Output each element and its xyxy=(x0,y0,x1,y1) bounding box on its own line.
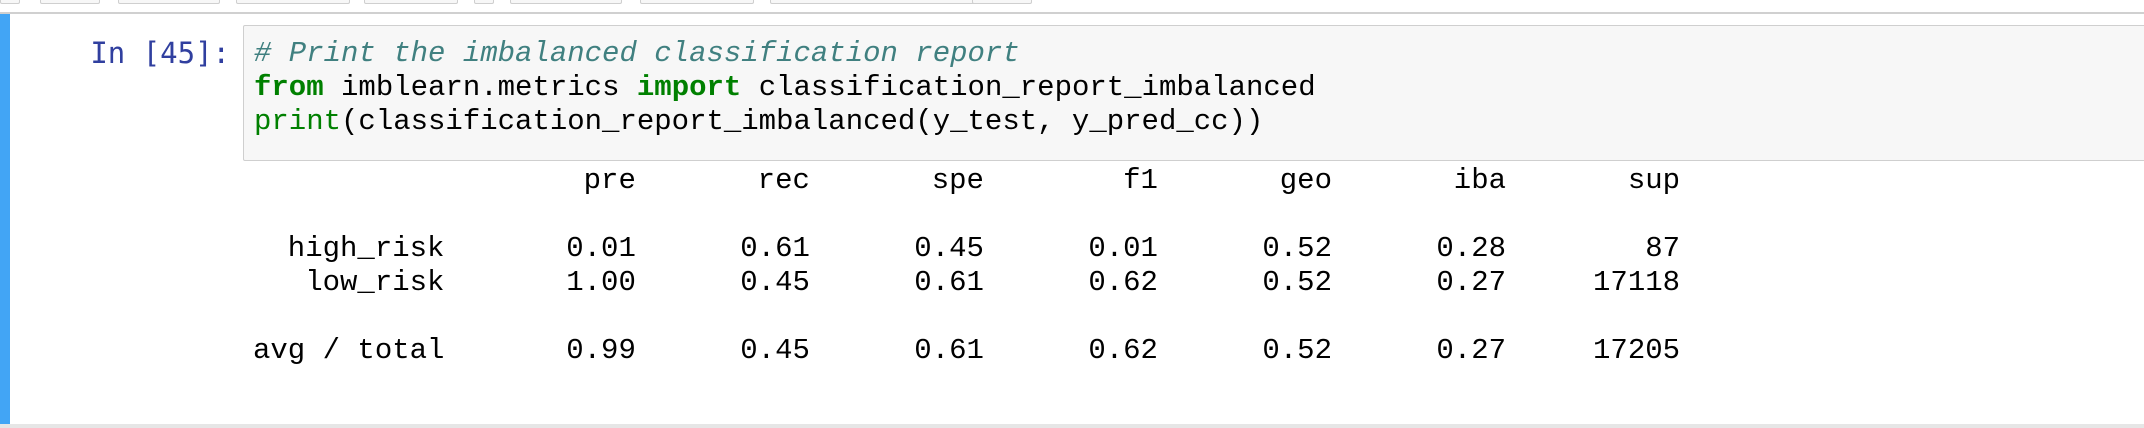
code-token: print xyxy=(254,105,342,138)
code-token: classification_report_imbalanced xyxy=(741,71,1316,104)
toolbar-tab[interactable] xyxy=(640,0,754,4)
code-token: # Print the imbalanced classification re… xyxy=(254,37,1020,70)
code-line: # Print the imbalanced classification re… xyxy=(254,37,1020,70)
code-cell[interactable]: In [45]: # Print the imbalanced classifi… xyxy=(0,14,2144,428)
notebook-toolbar-strip xyxy=(0,0,2144,14)
toolbar-tab[interactable] xyxy=(364,0,458,4)
toolbar-tab[interactable] xyxy=(972,0,1032,4)
code-line: from imblearn.metrics import classificat… xyxy=(254,71,1316,104)
cell-selection-bar xyxy=(0,14,10,428)
toolbar-tab[interactable] xyxy=(118,0,220,4)
code-token: (classification_report_imbalanced(y_test… xyxy=(341,105,1264,138)
toolbar-tab[interactable] xyxy=(0,0,20,4)
cell-output: pre rec spe f1 geo iba sup high_risk 0.0… xyxy=(253,164,1681,367)
code-text[interactable]: # Print the imbalanced classification re… xyxy=(254,37,1316,139)
code-token: import xyxy=(636,71,742,104)
input-prompt: In [45]: xyxy=(90,36,230,70)
toolbar-tab[interactable] xyxy=(474,0,494,4)
code-line: print(classification_report_imbalanced(y… xyxy=(254,105,1263,138)
code-editor[interactable]: # Print the imbalanced classification re… xyxy=(243,25,2144,161)
code-token: from xyxy=(254,71,324,104)
code-token: imblearn.metrics xyxy=(323,71,637,104)
cell-divider xyxy=(0,424,2144,428)
toolbar-tab[interactable] xyxy=(40,0,100,4)
toolbar-tab[interactable] xyxy=(510,0,622,4)
toolbar-tab[interactable] xyxy=(236,0,350,4)
